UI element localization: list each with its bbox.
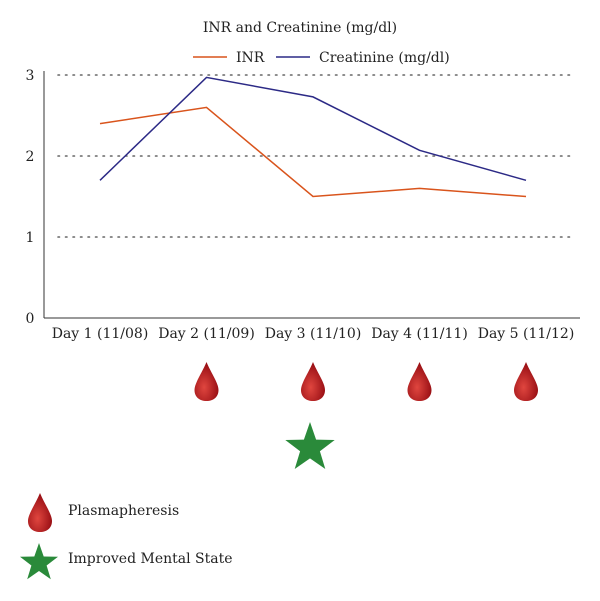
legend-inr-label: INR — [236, 50, 265, 66]
y-tick-label: 2 — [26, 149, 35, 165]
x-axis: Day 1 (11/08) Day 2 (11/09) Day 3 (11/10) D… — [44, 317, 580, 342]
plasmapheresis-key-label: Plasmapheresis — [68, 503, 179, 519]
event-markers — [194, 362, 538, 469]
x-tick-label: Day 2 (11/09) — [158, 326, 255, 342]
y-axis: 0 1 2 3 — [26, 68, 45, 327]
chart-title: INR and Creatinine (mg/dl) — [203, 20, 397, 36]
plasmapheresis-drop-icon — [407, 362, 432, 401]
plasmapheresis-drop-icon — [514, 362, 538, 401]
gridlines — [57, 74, 573, 238]
plasmapheresis-drop-icon — [194, 362, 219, 401]
x-tick-label: Day 4 (11/11) — [371, 326, 468, 342]
x-tick-label: Day 3 (11/10) — [265, 326, 362, 342]
legend: INR Creatinine (mg/dl) — [193, 50, 450, 66]
plasmapheresis-drop-icon — [301, 362, 325, 401]
y-tick-label: 0 — [26, 311, 35, 327]
series-lines — [99, 76, 527, 198]
y-tick-label: 3 — [26, 68, 35, 84]
improved-mental-state-key-star-icon — [20, 543, 58, 580]
x-tick-label: Day 1 (11/08) — [52, 326, 149, 342]
y-tick-label: 1 — [26, 230, 35, 246]
series-line-inr — [99, 106, 527, 198]
plasmapheresis-key-drop-icon — [28, 493, 52, 532]
improved-mental-state-star-icon — [285, 422, 335, 469]
x-tick-label: Day 5 (11/12) — [478, 326, 575, 342]
improved-mental-state-key-label: Improved Mental State — [68, 551, 233, 567]
marker-key: Plasmapheresis Improved Mental State — [20, 493, 233, 580]
series-line-creatinine — [99, 76, 527, 182]
legend-creatinine-label: Creatinine (mg/dl) — [319, 50, 450, 66]
